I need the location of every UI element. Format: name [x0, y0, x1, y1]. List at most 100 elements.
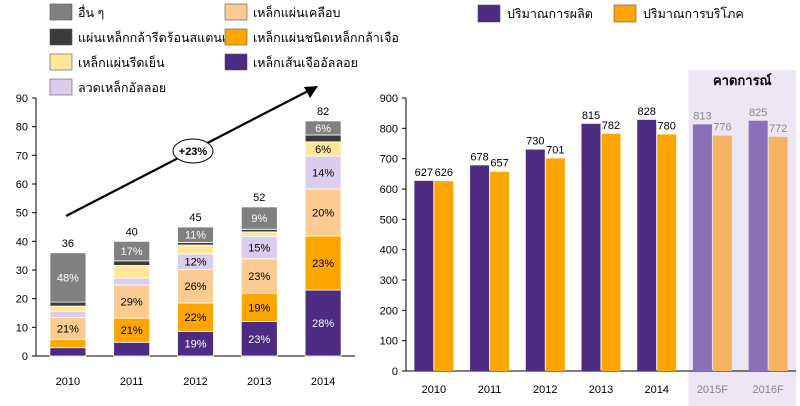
data-label: 730 [526, 136, 544, 148]
x-tick-label: 2014 [311, 376, 335, 388]
bar-segment [177, 226, 214, 243]
y-tick-label: 0 [22, 351, 28, 363]
data-label: 776 [713, 122, 731, 134]
y-tick-label: 300 [380, 275, 398, 287]
legend-label: แผ่นเหล็กกล้ารีดร้อนสแตนเลส [78, 30, 242, 45]
data-label: 23% [248, 271, 270, 283]
bar [525, 149, 545, 371]
data-label: 11% [185, 230, 206, 242]
legend-label: เหล็กเส้นเจืออัลลอย [253, 55, 358, 70]
y-tick-label: 500 [380, 214, 398, 226]
data-label: 627 [415, 167, 433, 179]
bar-segment [240, 231, 278, 237]
y-tick-label: 50 [16, 208, 28, 220]
data-label: 15% [248, 243, 270, 255]
bar [601, 133, 621, 371]
y-tick-label: 10 [16, 322, 28, 334]
bar-segment [49, 310, 87, 318]
data-label: 23% [248, 334, 270, 346]
bar [470, 165, 490, 371]
bar-segment [49, 338, 87, 349]
bar-total-label: 40 [126, 226, 138, 238]
x-tick-label: 2011 [478, 384, 502, 396]
growth-annotation: +23% [179, 146, 208, 158]
bar-segment [304, 188, 342, 237]
bar-segment [113, 240, 151, 262]
data-label: 23% [312, 258, 334, 270]
bar-total-label: 36 [62, 238, 74, 250]
data-label: 28% [312, 318, 334, 330]
legend-swatch [224, 3, 248, 21]
x-tick-label: 2012 [183, 376, 207, 388]
growth-arrowhead [304, 86, 318, 98]
bar [414, 180, 434, 371]
y-tick-label: 70 [16, 150, 28, 162]
bar [692, 124, 712, 371]
bar-total-label: 52 [253, 192, 265, 204]
data-label: 626 [435, 167, 453, 179]
data-label: 29% [121, 297, 143, 309]
data-label: 17% [121, 246, 143, 258]
bar-segment [177, 269, 214, 304]
legend-swatch [224, 28, 248, 46]
y-tick-label: 30 [16, 265, 28, 277]
legend-label: ปริมาณการผลิต [507, 7, 593, 21]
data-label: 6% [315, 144, 331, 156]
legend-swatch [49, 28, 73, 46]
data-label: 19% [248, 302, 270, 314]
data-label: 6% [315, 123, 331, 135]
bar [712, 135, 732, 371]
bar-total-label: 45 [189, 212, 201, 224]
y-tick-label: 600 [380, 184, 398, 196]
data-label: 780 [658, 120, 676, 132]
legend-swatch [613, 4, 637, 23]
data-label: 828 [638, 106, 656, 118]
y-tick-label: 20 [16, 294, 28, 306]
bar-segment [49, 252, 87, 303]
bar-segment [49, 347, 87, 357]
data-label: 20% [312, 207, 334, 219]
bar [657, 134, 677, 371]
bar [490, 171, 510, 371]
y-tick-label: 200 [380, 305, 398, 317]
legend-swatch [49, 78, 73, 96]
y-tick-label: 40 [16, 236, 28, 248]
data-label: 678 [470, 151, 488, 163]
data-label: 657 [490, 158, 508, 170]
x-tick-label: 2010 [56, 376, 80, 388]
data-label: 22% [184, 312, 206, 324]
data-label: 19% [184, 339, 206, 351]
bar-segment [304, 155, 342, 190]
growth-bubble [172, 138, 214, 164]
bar-segment [113, 341, 151, 357]
bar-segment [240, 206, 278, 230]
bar-segment [304, 289, 342, 357]
data-label: 772 [769, 123, 787, 135]
y-tick-label: 400 [380, 245, 398, 257]
bar [768, 136, 788, 371]
y-tick-label: 90 [16, 93, 28, 105]
bar [637, 119, 657, 371]
legend-swatch [49, 3, 73, 21]
bar-segment [113, 260, 151, 266]
bar [545, 158, 565, 371]
bar-total-label: 82 [317, 106, 329, 118]
legend-label: เหล็กแผ่นชนิดเหล็กกล้าเจือ [253, 30, 399, 45]
bar [581, 123, 601, 372]
y-tick-label: 700 [380, 154, 398, 166]
legend-swatch [49, 53, 73, 71]
data-label: 21% [121, 325, 143, 337]
bar-segment [304, 134, 342, 143]
bar-segment [49, 301, 87, 307]
x-tick-label: 2014 [644, 384, 668, 396]
x-tick-label: 2011 [120, 376, 144, 388]
legend-label: เหล็กแผ่นเคลือบ [253, 5, 340, 20]
forecast-label: คาดการณ์ [713, 73, 772, 88]
bar [748, 120, 768, 371]
bar-segment [240, 292, 278, 323]
legend-label: อื่น ๆ [78, 4, 104, 20]
data-label: 815 [582, 110, 600, 122]
legend-label: ปริมาณการบริโภค [643, 6, 744, 21]
x-tick-label: 2013 [589, 384, 613, 396]
